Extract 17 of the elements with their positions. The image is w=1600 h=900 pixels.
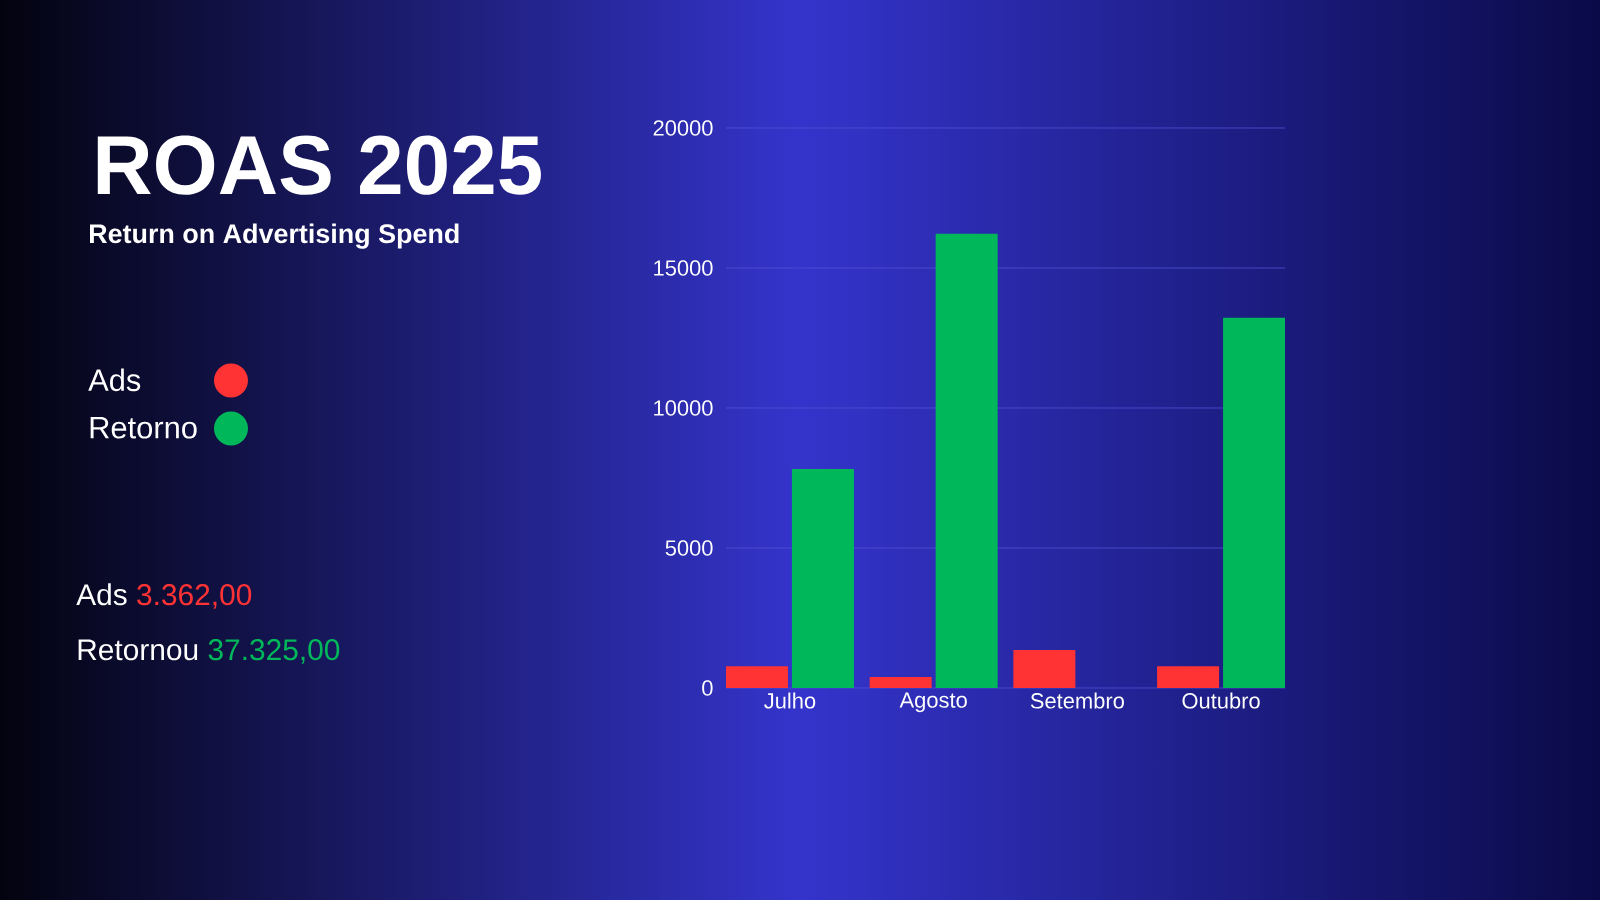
legend-label: Ads bbox=[88, 368, 141, 392]
text: 3.362,00 bbox=[137, 584, 252, 609]
text: Retornou bbox=[78, 639, 198, 661]
x-tick-label: Outubro bbox=[1182, 692, 1260, 709]
chart-title: ROAS 2025 bbox=[97, 135, 541, 195]
y-tick-label: 15000 bbox=[654, 260, 713, 276]
x-tick-label: Setembro bbox=[1030, 692, 1124, 709]
y-tick-label: 0 bbox=[702, 680, 713, 696]
text: Ads bbox=[76, 583, 127, 606]
legend-label: Retorno bbox=[90, 417, 197, 439]
y-tick-label: 20000 bbox=[653, 120, 713, 136]
x-tick-label: Julho bbox=[764, 692, 816, 709]
x-tick-label: Agosto bbox=[899, 692, 967, 713]
text: 37.325,00 bbox=[208, 639, 340, 664]
y-tick-label: 10000 bbox=[654, 400, 713, 416]
text: Return on Advertising Spend bbox=[90, 223, 459, 249]
y-tick-label: 5000 bbox=[665, 540, 713, 556]
